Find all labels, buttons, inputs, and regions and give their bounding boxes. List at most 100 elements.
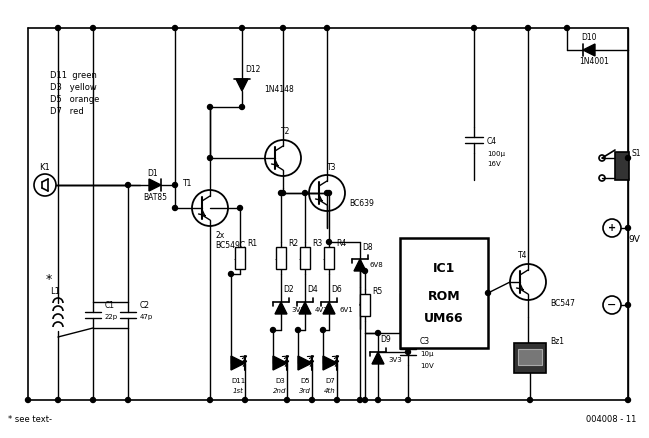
Polygon shape — [273, 356, 287, 370]
Circle shape — [173, 25, 177, 31]
Polygon shape — [583, 44, 595, 56]
Text: C1: C1 — [105, 300, 115, 310]
Text: 1k5: 1k5 — [323, 255, 336, 261]
Text: 16V: 16V — [487, 161, 501, 167]
Text: 22p: 22p — [105, 314, 118, 320]
Circle shape — [376, 331, 380, 336]
Circle shape — [56, 25, 60, 31]
Polygon shape — [354, 259, 366, 271]
Text: *: * — [46, 273, 53, 286]
Text: Bz1: Bz1 — [550, 336, 564, 346]
Text: 1k5: 1k5 — [275, 255, 288, 261]
FancyBboxPatch shape — [514, 343, 546, 373]
Text: R1: R1 — [247, 240, 257, 248]
Polygon shape — [149, 179, 161, 191]
Text: ROM: ROM — [428, 290, 460, 303]
Circle shape — [56, 398, 60, 403]
Text: 1N4001: 1N4001 — [579, 57, 609, 67]
Polygon shape — [323, 302, 335, 314]
Circle shape — [310, 398, 315, 403]
Text: K1: K1 — [40, 162, 51, 172]
Text: 82Ω: 82Ω — [359, 303, 371, 307]
Circle shape — [326, 191, 332, 195]
Circle shape — [125, 183, 130, 187]
Text: C3: C3 — [420, 338, 430, 346]
Text: 2nd: 2nd — [273, 388, 287, 394]
FancyBboxPatch shape — [324, 247, 334, 269]
Text: D7: D7 — [325, 378, 335, 384]
Text: 10V: 10V — [420, 363, 434, 369]
FancyBboxPatch shape — [518, 349, 542, 365]
Text: 004008 - 11: 004008 - 11 — [586, 416, 637, 424]
Text: 4V7: 4V7 — [315, 307, 328, 313]
Text: D11  green: D11 green — [50, 71, 97, 80]
Text: 2x: 2x — [215, 232, 225, 240]
Circle shape — [208, 398, 212, 403]
Text: IC1: IC1 — [433, 261, 455, 275]
Text: D3   yellow: D3 yellow — [50, 82, 97, 92]
Polygon shape — [372, 352, 384, 364]
Text: 1k5: 1k5 — [234, 255, 247, 261]
Text: D2: D2 — [283, 286, 293, 294]
Circle shape — [321, 328, 326, 332]
Circle shape — [324, 25, 330, 31]
Text: 9V: 9V — [628, 236, 640, 244]
Circle shape — [472, 25, 476, 31]
Circle shape — [363, 398, 367, 403]
Text: S1: S1 — [632, 149, 641, 159]
Circle shape — [302, 191, 308, 195]
Text: 6V8: 6V8 — [370, 262, 384, 268]
Text: 6V1: 6V1 — [339, 307, 353, 313]
Text: 3rd: 3rd — [299, 388, 311, 394]
Text: 3V3: 3V3 — [388, 357, 402, 363]
Circle shape — [173, 205, 177, 211]
Text: +: + — [608, 223, 616, 233]
Circle shape — [90, 398, 95, 403]
Circle shape — [334, 398, 339, 403]
Circle shape — [406, 350, 411, 354]
Text: 47p: 47p — [140, 314, 153, 320]
Circle shape — [565, 25, 570, 31]
FancyBboxPatch shape — [300, 247, 310, 269]
FancyBboxPatch shape — [235, 247, 245, 269]
Text: D5   orange: D5 orange — [50, 95, 99, 103]
Circle shape — [239, 25, 245, 31]
Text: D4: D4 — [307, 286, 318, 294]
Text: R2: R2 — [288, 240, 298, 248]
Text: UM66: UM66 — [424, 311, 464, 325]
Circle shape — [626, 303, 630, 307]
Text: T4: T4 — [519, 251, 528, 261]
Circle shape — [243, 398, 247, 403]
Text: 1st: 1st — [232, 388, 243, 394]
Circle shape — [271, 328, 275, 332]
Text: 100μ: 100μ — [487, 151, 505, 157]
Text: D1: D1 — [148, 169, 158, 177]
Text: R5: R5 — [372, 286, 382, 296]
Text: D5: D5 — [300, 378, 310, 384]
Text: D12: D12 — [245, 64, 260, 74]
Circle shape — [324, 191, 330, 195]
Polygon shape — [298, 356, 312, 370]
Circle shape — [363, 268, 367, 273]
FancyBboxPatch shape — [400, 238, 488, 348]
Polygon shape — [236, 79, 248, 91]
Text: D3: D3 — [275, 378, 285, 384]
Text: R3: R3 — [312, 240, 323, 248]
Circle shape — [626, 226, 630, 230]
Text: D8: D8 — [362, 243, 373, 251]
Circle shape — [406, 398, 411, 403]
Circle shape — [626, 398, 630, 403]
Text: BC547: BC547 — [550, 300, 575, 308]
Circle shape — [25, 398, 31, 403]
Text: * see text-: * see text- — [8, 416, 52, 424]
Polygon shape — [299, 302, 311, 314]
Circle shape — [125, 398, 130, 403]
Circle shape — [326, 240, 332, 244]
Text: 10μ: 10μ — [420, 351, 434, 357]
Circle shape — [228, 272, 234, 276]
Text: D6: D6 — [331, 286, 342, 294]
Polygon shape — [231, 356, 245, 370]
Circle shape — [528, 398, 532, 403]
Text: 4th: 4th — [324, 388, 336, 394]
Text: R4: R4 — [336, 240, 347, 248]
